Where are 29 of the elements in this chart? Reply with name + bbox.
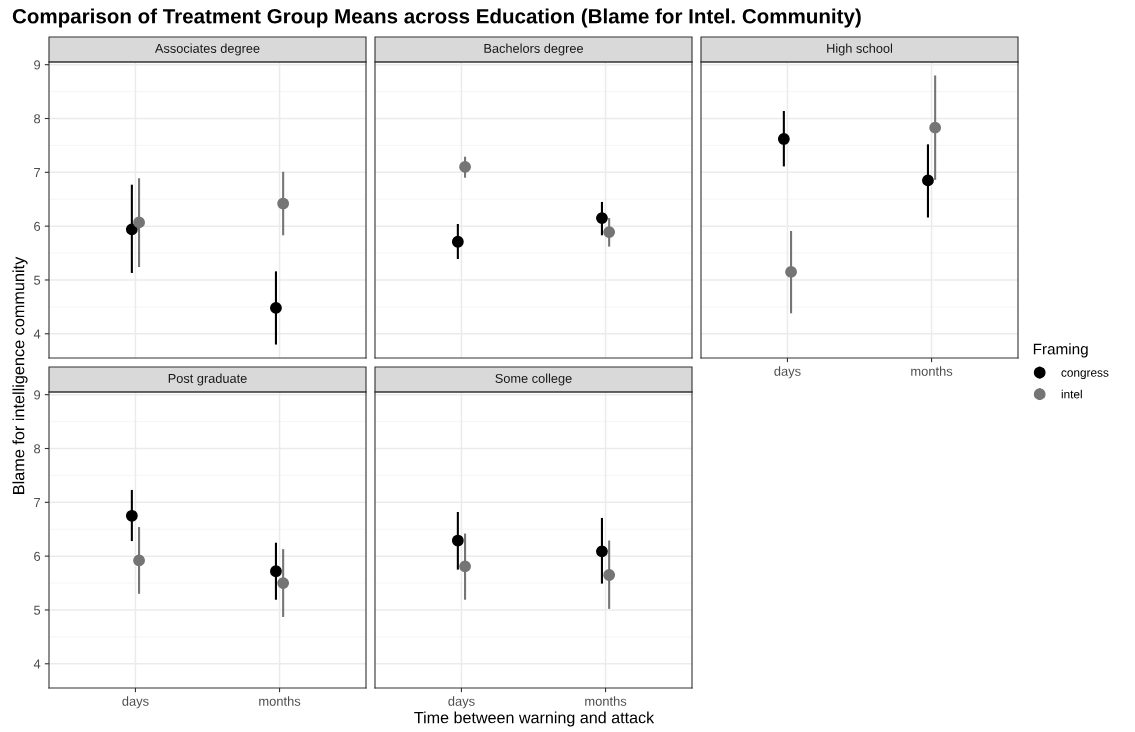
y-axis-title: Blame for intelligence community (12, 256, 28, 494)
y-tick-label: 9 (34, 60, 41, 70)
x-axis-title: Time between warning and attack (414, 711, 655, 727)
text: Comparison of Treatment Group Means across Education (Blame for Intel. Community) (12, 8, 861, 28)
x-tick-label: months (911, 366, 953, 376)
legend-label: congress (1061, 370, 1109, 380)
y-tick-label: 6 (34, 221, 41, 231)
x-tick-label: days (448, 696, 475, 709)
x-tick-label: days (122, 696, 149, 709)
legend-title: Framing (1033, 343, 1088, 358)
x-tick-label: months (585, 696, 627, 706)
chart-subtitle: Post graduate (168, 373, 247, 386)
chart-subtitle: High school (827, 43, 893, 56)
x-tick-label: days (774, 366, 801, 379)
y-tick-label: 8 (34, 444, 41, 454)
chart-subtitle: Bachelors degree (484, 43, 584, 56)
y-tick-label: 5 (34, 605, 41, 615)
y-tick-label: 7 (34, 168, 41, 178)
y-tick-label: 9 (34, 390, 41, 400)
y-tick-label: 4 (33, 329, 41, 339)
y-tick-label: 6 (34, 551, 41, 561)
y-tick-label: 8 (34, 114, 41, 124)
chart-subtitle: Associates degree (154, 43, 260, 56)
y-tick-label: 5 (34, 275, 41, 285)
legend-label: intel (1061, 389, 1082, 399)
x-tick-label: months (259, 696, 301, 706)
y-tick-label: 4 (33, 659, 41, 669)
y-tick-label: 7 (34, 498, 41, 508)
chart-subtitle: Some college (495, 373, 572, 386)
